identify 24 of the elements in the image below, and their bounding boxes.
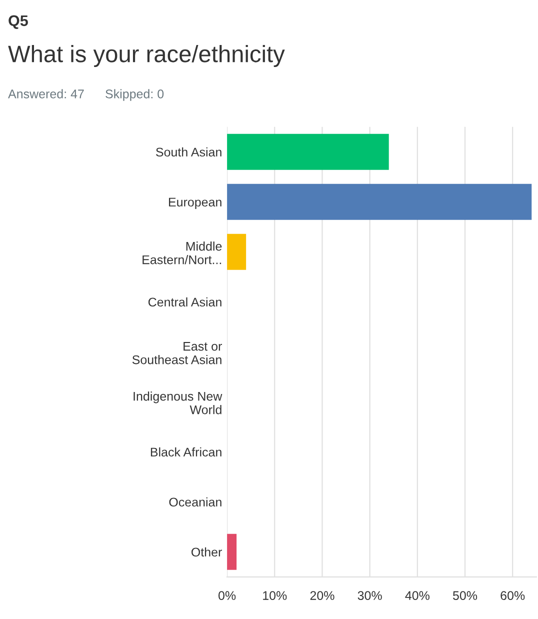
bar <box>227 184 532 220</box>
x-tick-label: 30% <box>358 591 382 600</box>
y-tick-label: European <box>168 198 222 210</box>
y-tick-label: Middle Eastern/Nort... <box>142 242 222 264</box>
y-tick-label: South Asian <box>156 147 222 157</box>
chart-title: What is your race/ethnicity <box>8 44 285 68</box>
y-tick-label: Oceanian <box>169 497 222 507</box>
x-tick-label: 50% <box>452 591 478 600</box>
y-tick-label: Central Asian <box>148 297 222 307</box>
bar <box>227 534 237 570</box>
y-tick-label: East or Southeast Asian <box>132 342 222 364</box>
y-tick-label: Black African <box>150 447 222 457</box>
text: Answered: 47 <box>8 89 84 98</box>
text: Q5 <box>8 15 28 29</box>
text: Skipped: 0 <box>106 89 164 101</box>
x-tick-label: 10% <box>263 591 287 600</box>
bar <box>227 134 389 170</box>
x-tick-label: 0% <box>218 591 236 600</box>
y-tick-label: Other <box>192 547 222 557</box>
x-tick-label: 20% <box>310 591 334 600</box>
x-tick-label: 40% <box>405 591 430 600</box>
x-tick-label: 60% <box>500 591 525 600</box>
y-tick-label: Indigenous New World <box>134 392 222 414</box>
bar <box>227 234 246 270</box>
